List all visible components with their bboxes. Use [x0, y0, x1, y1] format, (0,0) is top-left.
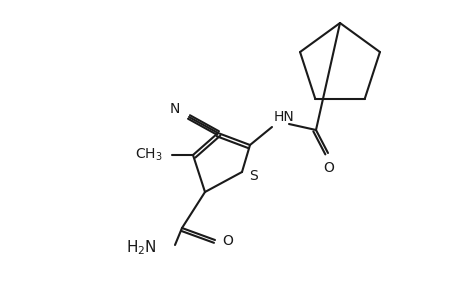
- Text: O: O: [222, 234, 232, 248]
- Text: N: N: [169, 102, 180, 116]
- Text: CH$_3$: CH$_3$: [135, 147, 162, 163]
- Text: HN: HN: [274, 110, 294, 124]
- Text: S: S: [248, 169, 257, 183]
- Text: O: O: [323, 161, 334, 175]
- Text: H$_2$N: H$_2$N: [126, 239, 157, 257]
